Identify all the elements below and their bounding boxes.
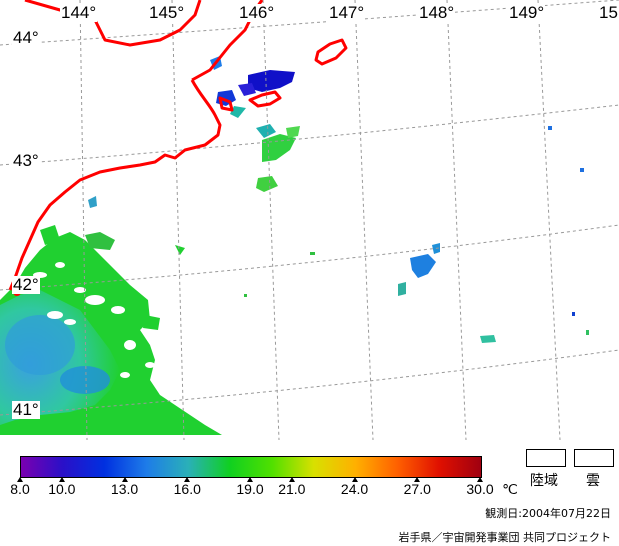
latitude-label-41: 41° (12, 400, 40, 419)
colorbar-tick-mark (414, 477, 421, 482)
colorbar-tick-label: 30.0 (466, 481, 494, 497)
land-legend-swatch (526, 449, 566, 467)
colorbar-tick-mark (184, 477, 191, 482)
land-legend-label: 陸域 (530, 473, 558, 489)
observation-date: 観測日:2004年07月22日 (485, 507, 611, 520)
colorbar-tick-label: 27.0 (403, 481, 431, 497)
colorbar-tick-label: 24.0 (340, 481, 369, 497)
longitude-label-144: 144° (60, 3, 98, 22)
colorbar-tick-mark (58, 477, 65, 482)
longitude-label-149: 149° (508, 3, 546, 22)
colorbar-tick-mark (477, 477, 483, 482)
longitude-label-150: 15 (598, 3, 619, 22)
colorbar-tick-label: 16.0 (173, 481, 201, 497)
sst-map (0, 0, 619, 440)
colorbar-tick-label: 13.0 (110, 481, 139, 497)
colorbar-tick-label: 21.0 (278, 481, 306, 497)
temperature-colorbar (20, 456, 482, 478)
colorbar-tick-mark (121, 477, 128, 482)
longitude-label-147: 147° (328, 3, 366, 22)
longitude-label-145: 145° (148, 3, 186, 22)
longitude-label-146: 146° (238, 3, 276, 22)
colorbar-tick-label: 19.0 (236, 481, 264, 497)
latitude-label-44: 44° (12, 28, 40, 47)
colorbar-tick-mark (351, 477, 358, 482)
colorbar-tick-label: 10.0 (48, 481, 76, 497)
cloud-legend-swatch (574, 449, 614, 467)
sst-data-region-southwest (0, 225, 222, 435)
colorbar-tick-mark (247, 477, 253, 482)
colorbar-tick-mark (17, 477, 23, 482)
latitude-label-42: 42° (12, 275, 40, 294)
colorbar-unit: ℃ (502, 481, 518, 497)
colorbar-tick-mark (288, 477, 295, 482)
colorbar-tick-label: 8.0 (10, 481, 30, 497)
longitude-label-148: 148° (418, 3, 456, 22)
credit-line: 岩手県／宇宙開発事業団 共同プロジェクト (398, 531, 612, 544)
cloud-legend-label: 雲 (586, 473, 600, 489)
latitude-label-43: 43° (12, 151, 40, 170)
